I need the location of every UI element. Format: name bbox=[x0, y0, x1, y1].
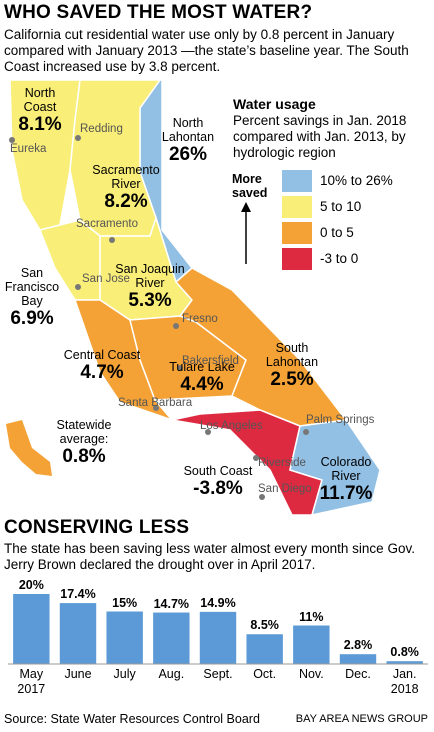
legend-swatch bbox=[282, 222, 312, 244]
bar bbox=[153, 612, 190, 664]
region-value: 11.7% bbox=[319, 483, 373, 504]
x-tick-label: Aug. bbox=[158, 667, 185, 681]
value-label: 15% bbox=[112, 595, 138, 610]
value-label: 14.7% bbox=[153, 596, 190, 611]
region-name: San Joaquin River bbox=[115, 262, 185, 290]
city-dot bbox=[205, 429, 211, 435]
chart-title: CONSERVING LESS bbox=[4, 517, 190, 538]
region-name: North Coast bbox=[23, 86, 57, 114]
arrow-head bbox=[241, 202, 251, 212]
source: Source: State Water Resources Control Bo… bbox=[4, 712, 260, 726]
value-label: 11% bbox=[299, 609, 324, 624]
title: WHO SAVED THE MOST WATER? bbox=[4, 2, 313, 23]
x-tick-label: May 2017 bbox=[17, 667, 46, 696]
value-label: 17.4% bbox=[60, 587, 96, 602]
value-label: 14.9% bbox=[200, 595, 236, 610]
bar bbox=[199, 611, 237, 664]
value-label: 0.8% bbox=[390, 645, 419, 660]
city-dot bbox=[75, 284, 81, 290]
bar bbox=[59, 603, 97, 664]
city-dot bbox=[173, 323, 179, 329]
statewide-name: Statewide average: bbox=[56, 418, 112, 446]
legend-label: 10% to 26% bbox=[320, 173, 393, 188]
city-label: Fresno bbox=[182, 313, 218, 325]
region-value: 2.5% bbox=[270, 369, 314, 390]
x-tick-label: Sept. bbox=[203, 667, 233, 681]
city-label: Los Angeles bbox=[200, 420, 263, 432]
region-name: Colorado River bbox=[320, 455, 372, 483]
bar bbox=[246, 634, 283, 664]
city-dot bbox=[75, 135, 81, 141]
region-name: South Coast bbox=[183, 464, 253, 478]
region-value: 8.1% bbox=[18, 114, 62, 135]
legend-label: -3 to 0 bbox=[320, 251, 359, 266]
region-value: 26% bbox=[168, 144, 208, 165]
bar bbox=[13, 594, 50, 664]
region-name: South Lahontan bbox=[265, 341, 319, 369]
city-dot bbox=[153, 405, 159, 411]
x-tick-label: Nov. bbox=[298, 667, 324, 681]
region bbox=[289, 419, 381, 516]
city-label: San Diego bbox=[258, 483, 312, 495]
x-tick-label: Oct. bbox=[253, 667, 277, 681]
bar bbox=[106, 611, 143, 664]
city-label: Palm Springs bbox=[306, 414, 375, 426]
x-tick-label: July bbox=[113, 667, 136, 681]
region-name: North Lahontan bbox=[161, 116, 215, 144]
region-value: 6.9% bbox=[10, 308, 54, 329]
arrow-label: More saved bbox=[232, 172, 268, 200]
region-value: 8.2% bbox=[104, 191, 148, 212]
region-name: San Francisco Bay bbox=[4, 266, 60, 308]
city-dot bbox=[303, 429, 309, 435]
city-label: Sacramento bbox=[76, 218, 139, 230]
value-label: 20% bbox=[18, 578, 44, 592]
city-dot bbox=[9, 137, 15, 143]
legend-swatch bbox=[282, 170, 312, 192]
bar bbox=[386, 661, 423, 664]
legend-label: 0 to 5 bbox=[320, 225, 354, 240]
legend-title: Water usage bbox=[233, 96, 316, 112]
city-dot bbox=[259, 494, 265, 500]
x-tick-label: June bbox=[64, 667, 92, 681]
value-label: 2.8% bbox=[343, 638, 373, 653]
city-label: Bakersfield bbox=[182, 355, 239, 367]
city-label: Eureka bbox=[10, 143, 47, 155]
legend-subtitle: Percent savings in Jan. 2018 compared wi… bbox=[233, 113, 407, 160]
region-name: Central Coast bbox=[63, 348, 141, 362]
region-name: Sacramento River bbox=[92, 163, 160, 191]
city-label: Riverside bbox=[258, 457, 306, 469]
legend-swatch bbox=[282, 196, 312, 218]
city-dot bbox=[253, 455, 259, 461]
region-value: 4.7% bbox=[80, 362, 124, 383]
region-value: 4.4% bbox=[180, 374, 224, 395]
city-dot bbox=[177, 365, 183, 371]
intro-text: California cut residential water use onl… bbox=[4, 27, 409, 74]
statewide-shape bbox=[6, 420, 52, 476]
legend-label: 5 to 10 bbox=[320, 199, 362, 214]
x-tick-label: Dec. bbox=[345, 667, 371, 681]
credit: BAY AREA NEWS GROUP bbox=[295, 713, 428, 725]
bar bbox=[293, 625, 330, 664]
value-label: 8.5% bbox=[250, 618, 279, 633]
city-label: Santa Barbara bbox=[118, 397, 193, 409]
region-value: -3.8% bbox=[193, 478, 243, 499]
city-label: Redding bbox=[80, 123, 123, 135]
chart-subtitle: The state has been saving less water alm… bbox=[4, 541, 415, 572]
legend-swatch bbox=[282, 248, 312, 270]
region-name: Tulare Lake bbox=[169, 360, 235, 374]
x-tick-label: Jan. 2018 bbox=[390, 667, 419, 696]
city-label: San Jose bbox=[82, 273, 130, 285]
statewide-value: 0.8% bbox=[62, 446, 106, 467]
region-value: 5.3% bbox=[128, 290, 172, 311]
bar bbox=[339, 654, 377, 664]
city-dot bbox=[109, 237, 115, 243]
